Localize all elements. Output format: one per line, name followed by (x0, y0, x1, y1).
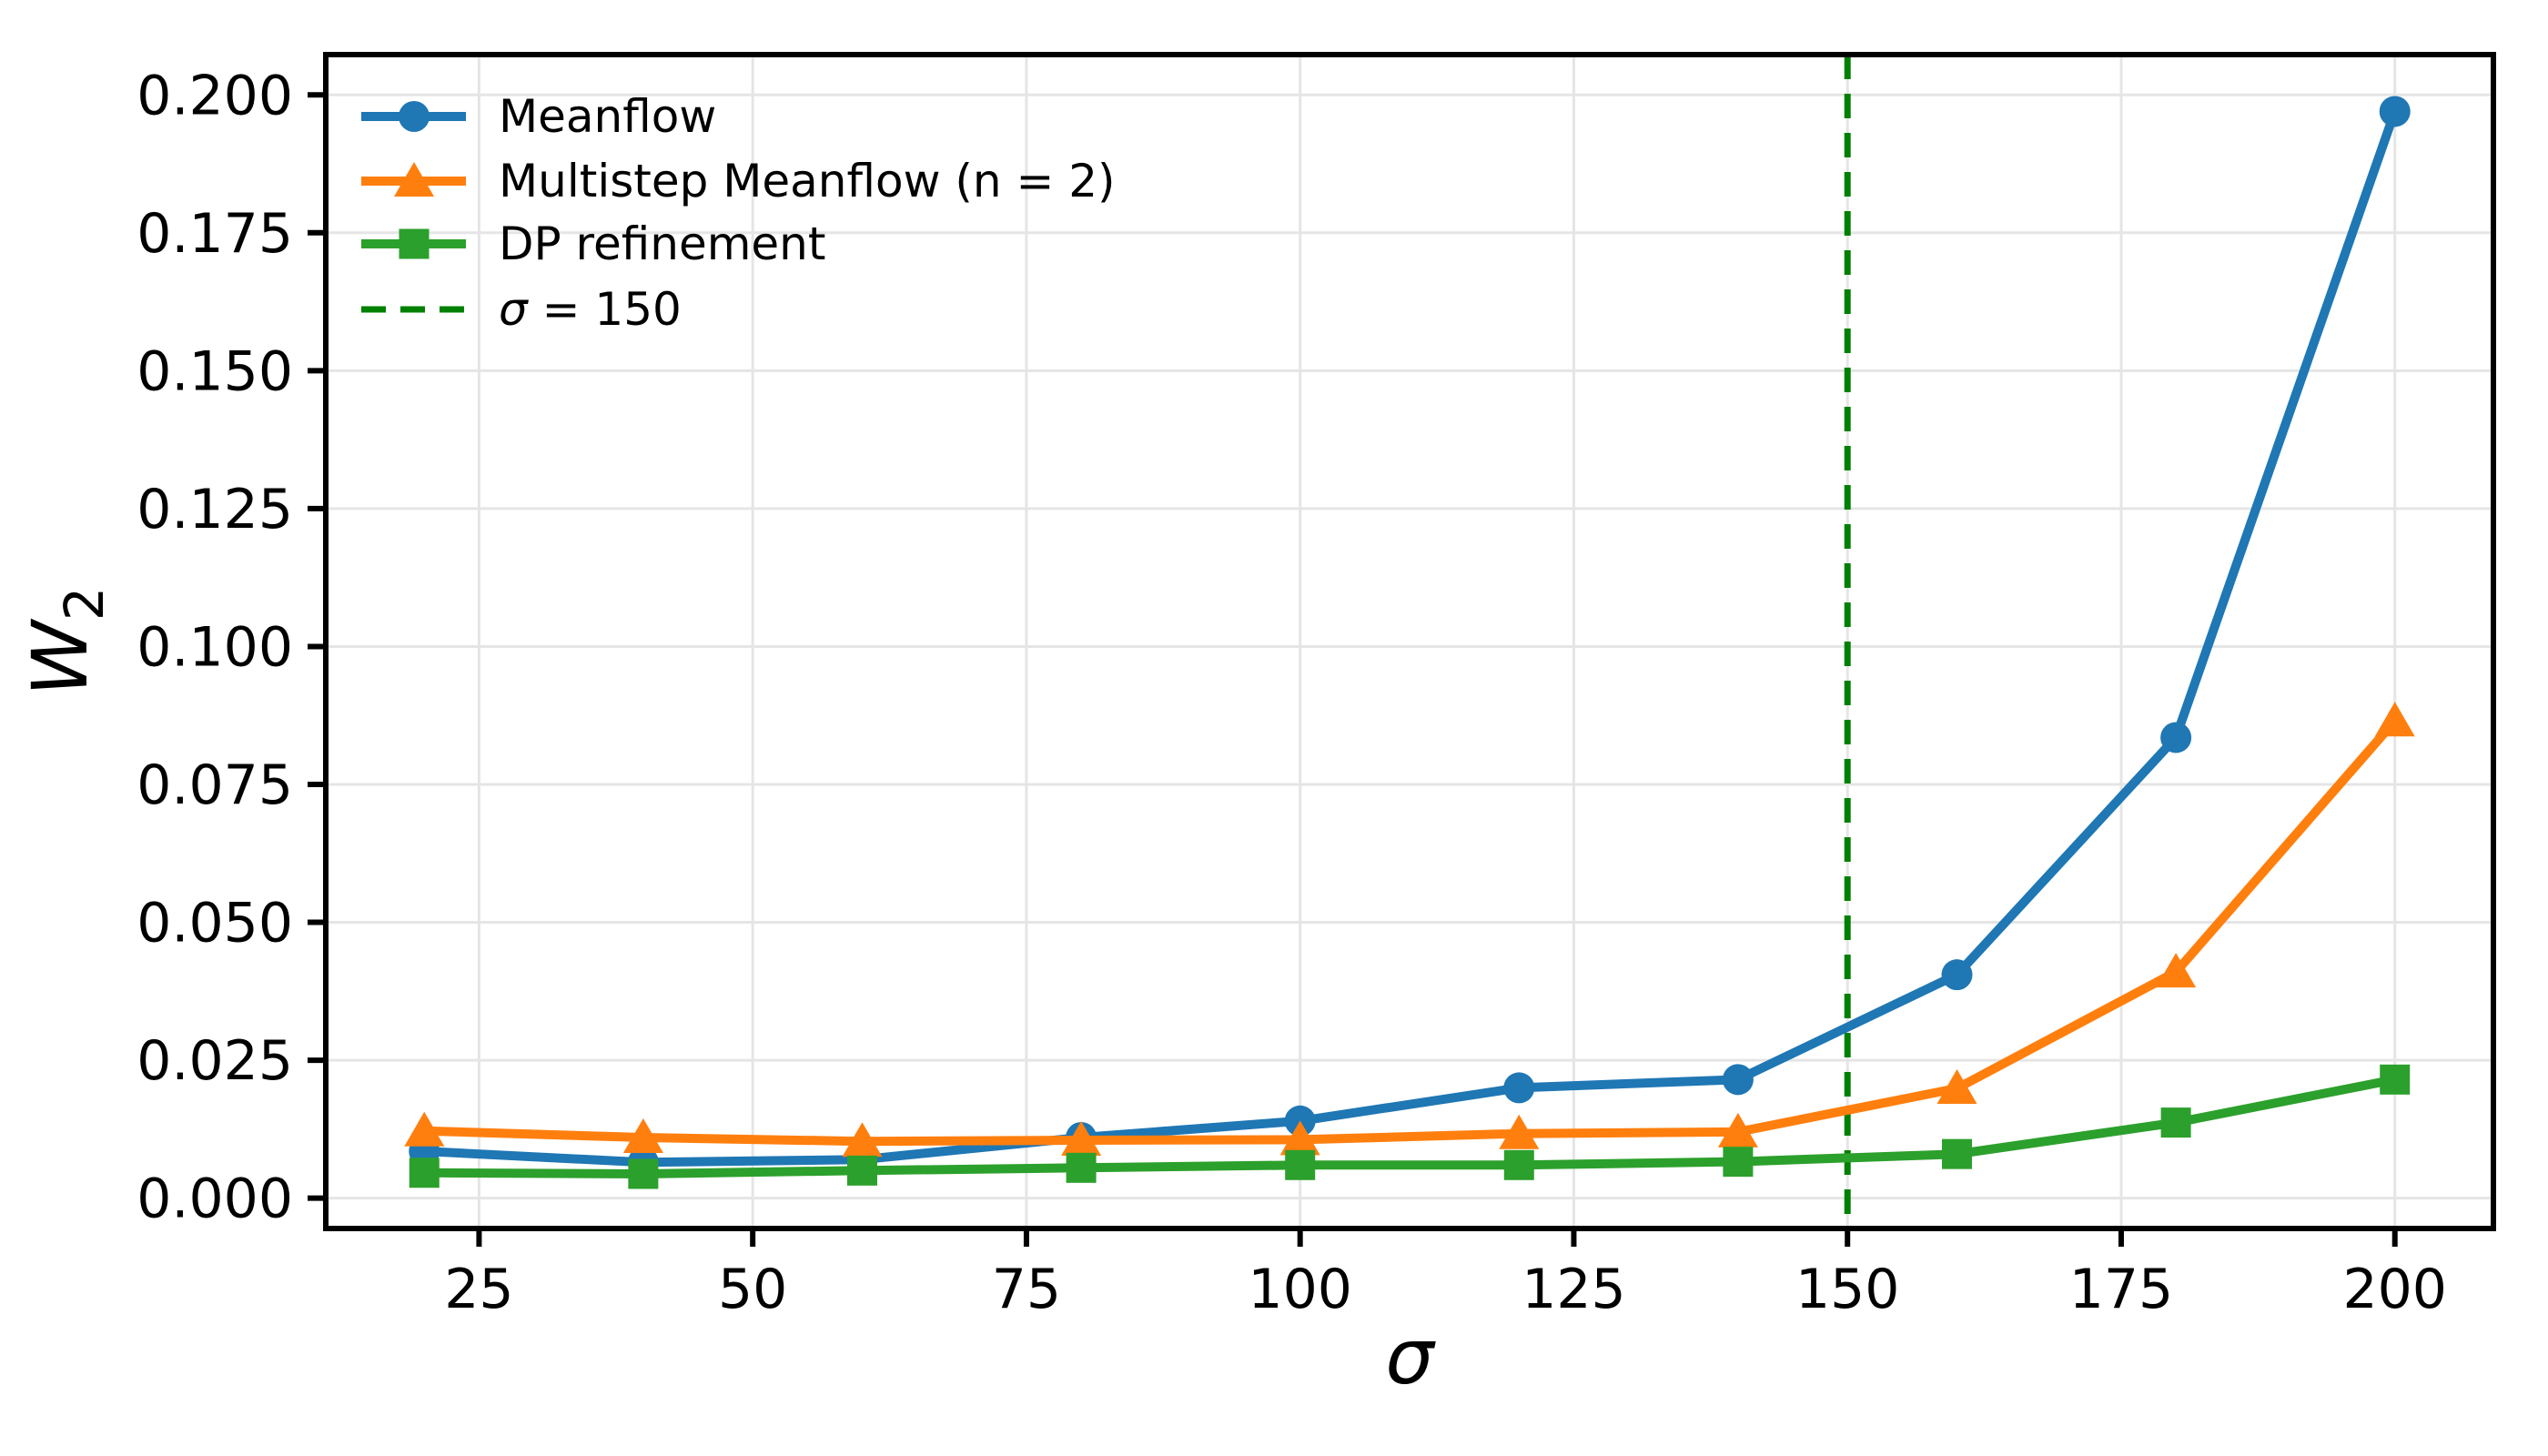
marker-triangle (1936, 1069, 1977, 1105)
marker-square (2160, 1107, 2191, 1138)
marker-triangle (1061, 1121, 1102, 1157)
marker-square (1942, 1138, 1973, 1169)
series-layer (404, 96, 2415, 1189)
marker-square (846, 1155, 877, 1186)
y-tick-label: 0.075 (136, 753, 293, 817)
marker-triangle (1717, 1112, 1758, 1148)
marker-circle (2160, 722, 2192, 753)
x-axis-label: σ (1385, 1312, 1436, 1401)
tick-labels-layer: 25 50 75 100 125 150 175 200 0.000 0.025 0.050 0.07… (136, 64, 2447, 1321)
marker-triangle (622, 1117, 663, 1153)
marker-circle (2379, 96, 2411, 127)
marker-circle (1722, 1064, 1754, 1096)
y-tick-label: 0.000 (136, 1168, 293, 1231)
x-tick-label: 75 (992, 1258, 1061, 1321)
marker-circle (1941, 959, 1973, 991)
series-line-multistep-meanflow-n-2 (420, 716, 2400, 1147)
marker-square (1066, 1152, 1097, 1183)
marker-triangle (1279, 1120, 1320, 1156)
x-tick-label: 25 (444, 1258, 513, 1321)
legend-sample-marker-triangle (394, 162, 434, 197)
legend-sample-marker-square (399, 228, 430, 259)
marker-square (1503, 1149, 1534, 1180)
legend-label: DP refinement (499, 217, 825, 270)
x-tick-label: 150 (1795, 1258, 1900, 1321)
y-tick-label: 0.200 (136, 64, 293, 127)
x-tick-label: 100 (1248, 1258, 1352, 1321)
marker-square (409, 1158, 440, 1188)
x-tick-label: 175 (2069, 1258, 2174, 1321)
x-tick-label: 125 (1522, 1258, 1626, 1321)
legend-label: σ = 150 (499, 283, 682, 336)
marker-circle (1503, 1072, 1535, 1104)
marker-square (1285, 1149, 1316, 1180)
legend-item: Multistep Meanflow (n = 2) (361, 155, 1116, 207)
legend-item: σ = 150 (361, 283, 682, 336)
x-tick-label: 50 (718, 1258, 787, 1321)
series-line-dp-refinement (420, 1075, 2400, 1178)
marker-square (628, 1158, 659, 1189)
series-line-meanflow (420, 106, 2400, 1168)
marker-triangle (1499, 1114, 1540, 1149)
legend-label: Multistep Meanflow (n = 2) (499, 155, 1116, 207)
legend: Meanflow Multistep Meanflow (n = 2) DP ref… (361, 90, 1116, 336)
y-tick-label: 0.125 (136, 478, 293, 541)
marker-square (2380, 1064, 2411, 1095)
series-dp-refinement (409, 1064, 2411, 1189)
marker-triangle (404, 1111, 445, 1147)
axes-layer (308, 52, 2496, 1247)
marker-square (1723, 1147, 1754, 1178)
y-axis-label: W2 (15, 587, 116, 697)
y-tick-label: 0.050 (136, 892, 293, 956)
legend-label: Meanflow (499, 90, 716, 143)
marker-triangle (2374, 702, 2415, 737)
plot-border (323, 52, 2496, 1231)
legend-sample-marker-circle (399, 101, 430, 132)
y-tick-label: 0.175 (136, 202, 293, 266)
y-tick-label: 0.100 (136, 615, 293, 679)
y-tick-label: 0.025 (136, 1029, 293, 1093)
x-tick-label: 200 (2342, 1258, 2447, 1321)
legend-item: Meanflow (361, 90, 716, 143)
series-multistep-meanflow-n-2 (404, 702, 2415, 1158)
y-tick-label: 0.150 (136, 339, 293, 403)
legend-item: DP refinement (361, 217, 825, 270)
marker-triangle (2156, 953, 2197, 988)
marker-triangle (842, 1122, 883, 1158)
